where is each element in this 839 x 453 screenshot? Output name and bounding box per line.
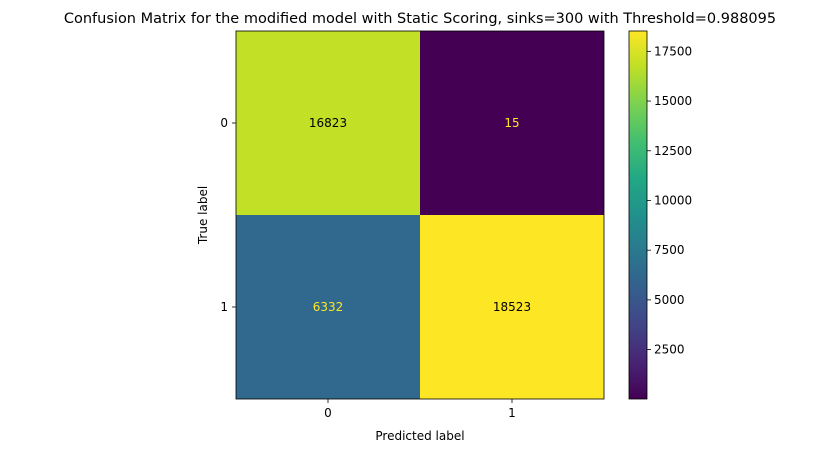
cell-value-1-1: 18523 bbox=[493, 300, 531, 314]
chart-title: Confusion Matrix for the modified model … bbox=[64, 11, 776, 27]
colorbar-tick-label: 17500 bbox=[654, 44, 692, 58]
colorbar-tick-label: 2500 bbox=[654, 343, 685, 357]
cell-value-0-0: 16823 bbox=[309, 116, 347, 130]
x-tick-label: 1 bbox=[508, 406, 516, 420]
matrix-cell-0-0 bbox=[236, 31, 420, 215]
y-tick-label: 1 bbox=[220, 300, 228, 314]
cell-value-1-0: 6332 bbox=[313, 300, 344, 314]
cell-labels: 16823 15 6332 18523 bbox=[309, 116, 531, 314]
matrix-cell-1-0 bbox=[236, 215, 420, 399]
matrix-cell-1-1 bbox=[420, 215, 604, 399]
colorbar-tick-label: 5000 bbox=[654, 293, 685, 307]
colorbar-tick-label: 10000 bbox=[654, 193, 692, 207]
cell-value-0-1: 15 bbox=[504, 116, 519, 130]
plot-frame bbox=[235, 30, 605, 400]
y-axis-ticks: 01 bbox=[220, 116, 236, 314]
x-tick-label: 0 bbox=[324, 406, 332, 420]
colorbar-tick-label: 15000 bbox=[654, 94, 692, 108]
y-axis-label: True label bbox=[196, 186, 210, 245]
x-axis-label: Predicted label bbox=[375, 429, 464, 443]
colorbar-tick-label: 12500 bbox=[654, 144, 692, 158]
matrix-cells bbox=[236, 31, 604, 399]
colorbar bbox=[628, 30, 648, 400]
y-tick-label: 0 bbox=[220, 116, 228, 130]
colorbar-ticks: 2500 5000 7500 10000 12500 15000 17500 bbox=[647, 44, 692, 357]
colorbar-tick-label: 7500 bbox=[654, 243, 685, 257]
matrix-cell-0-1 bbox=[420, 31, 604, 215]
